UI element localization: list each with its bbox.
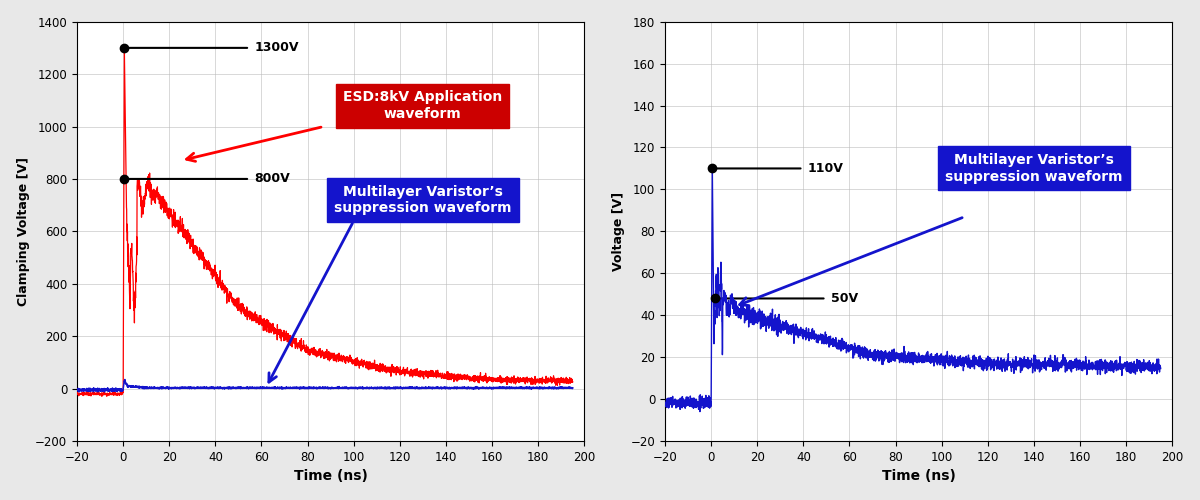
- Text: Multilayer Varistor’s
suppression waveform: Multilayer Varistor’s suppression wavefo…: [946, 154, 1123, 184]
- Y-axis label: Clamping Voltage [V]: Clamping Voltage [V]: [17, 157, 30, 306]
- X-axis label: Time (ns): Time (ns): [294, 470, 367, 484]
- Text: 800V: 800V: [254, 172, 290, 186]
- X-axis label: Time (ns): Time (ns): [882, 470, 955, 484]
- Y-axis label: Voltage [V]: Voltage [V]: [612, 192, 625, 271]
- Text: Multilayer Varistor’s
suppression waveform: Multilayer Varistor’s suppression wavefo…: [334, 185, 511, 215]
- Text: 110V: 110V: [808, 162, 844, 175]
- Text: ESD:8kV Application
waveform: ESD:8kV Application waveform: [343, 90, 503, 120]
- Text: 50V: 50V: [832, 292, 858, 305]
- Text: 1300V: 1300V: [254, 42, 299, 54]
